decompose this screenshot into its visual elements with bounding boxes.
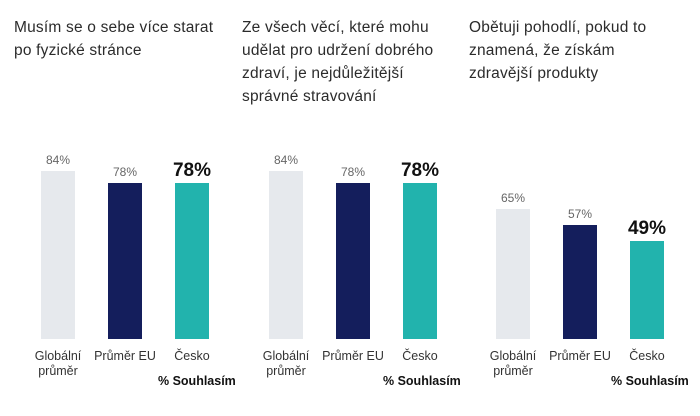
category-label-cesko: Česko xyxy=(629,348,664,363)
unit-label: % Souhlasím xyxy=(158,374,236,388)
bar-cesko xyxy=(175,183,209,339)
chart-title: Ze všech věcí, které mohu udělat pro udr… xyxy=(242,19,434,105)
chart-plot-3: 65% Globální průměr 57% Průměr EU 49% Česko xyxy=(490,191,666,378)
bar-prumer-eu xyxy=(108,183,142,339)
chart-title: Obětuji pohodlí, pokud to znamená, že zí… xyxy=(469,19,647,82)
value-label-cesko: 78% xyxy=(173,160,211,181)
value-label-prumer-eu: 78% xyxy=(113,165,137,179)
bar-globalni-prumer xyxy=(41,171,75,339)
category-label-globalni-prumer: Globální průměr xyxy=(35,349,82,378)
value-label-globalni-prumer: 65% xyxy=(501,191,525,205)
bar-cesko xyxy=(403,183,437,339)
category-label-globalni-prumer: Globální průměr xyxy=(263,349,310,378)
bar-globalni-prumer xyxy=(269,171,303,339)
value-label-globalni-prumer: 84% xyxy=(46,153,70,167)
bar-cesko xyxy=(630,241,664,339)
category-label-cesko: Česko xyxy=(174,348,209,363)
value-label-globalni-prumer: 84% xyxy=(274,153,298,167)
category-label-prumer-eu: Průměr EU xyxy=(94,349,156,363)
value-label-cesko: 78% xyxy=(401,160,439,181)
value-label-cesko: 49% xyxy=(628,218,666,239)
chart-plot-1: 84% Globální průměr 78% Průměr EU 78% Česko xyxy=(35,153,211,378)
unit-label: % Souhlasím xyxy=(611,374,689,388)
chart-panel-1: Musím se o sebe více starat po fyzické s… xyxy=(0,0,236,416)
bar-prumer-eu xyxy=(563,225,597,339)
value-label-prumer-eu: 57% xyxy=(568,207,592,221)
category-label-globalni-prumer: Globální průměr xyxy=(490,349,537,378)
chart-title: Musím se o sebe více starat po fyzické s… xyxy=(14,19,214,59)
category-label-prumer-eu: Průměr EU xyxy=(549,349,611,363)
value-label-prumer-eu: 78% xyxy=(341,165,365,179)
unit-label: % Souhlasím xyxy=(383,374,461,388)
bar-prumer-eu xyxy=(336,183,370,339)
chart-panel-2: Ze všech věcí, které mohu udělat pro udr… xyxy=(228,0,461,416)
bar-globalni-prumer xyxy=(496,209,530,339)
chart-panel-3: Obětuji pohodlí, pokud to znamená, že zí… xyxy=(455,0,689,416)
chart-plot-2: 84% Globální průměr 78% Průměr EU 78% Česko xyxy=(263,153,439,378)
category-label-cesko: Česko xyxy=(402,348,437,363)
category-label-prumer-eu: Průměr EU xyxy=(322,349,384,363)
